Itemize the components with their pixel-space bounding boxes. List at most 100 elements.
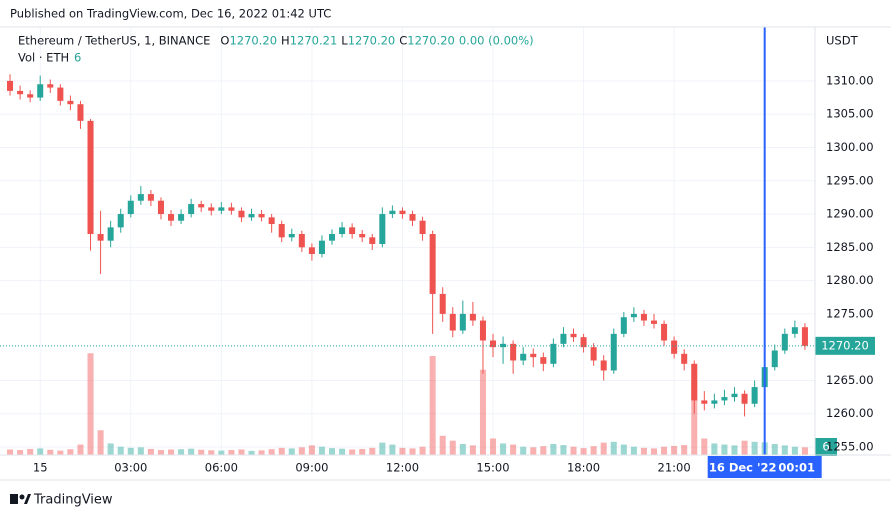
candle-body: [97, 234, 104, 241]
candle-body: [137, 194, 144, 201]
volume-bar: [359, 448, 366, 455]
volume-bar: [298, 447, 305, 455]
candle-body: [741, 393, 748, 404]
candle-body: [47, 84, 54, 88]
volume-bar: [640, 447, 647, 455]
x-tick-label: 06:00: [205, 461, 238, 475]
volume-bar: [500, 443, 507, 455]
y-tick-label: 1280.00: [826, 273, 874, 287]
candle-body: [157, 200, 164, 215]
candle-body: [469, 313, 476, 321]
candle-body: [771, 350, 778, 368]
candle-body: [399, 210, 406, 215]
x-tick-label: 18:00: [567, 461, 600, 475]
volume-bar: [439, 435, 446, 455]
volume-bar: [168, 449, 175, 455]
volume-bar: [349, 449, 356, 455]
candle-body: [188, 204, 195, 215]
candle-body: [117, 214, 124, 228]
y-tick-label: 1275.00: [826, 306, 874, 320]
volume-bar: [379, 442, 386, 455]
change: 0.00 (0.00%): [459, 34, 534, 48]
volume-bar: [188, 448, 195, 455]
ohlc-value: 1270.20: [348, 34, 396, 48]
candle-body: [801, 327, 808, 346]
volume-bar: [278, 447, 285, 455]
volume-bar: [580, 448, 587, 455]
candle-body: [419, 220, 426, 235]
candle-body: [580, 337, 587, 348]
volume-bar: [731, 445, 738, 455]
candle-body: [479, 320, 486, 341]
volume-bar: [117, 446, 124, 455]
y-tick-label: 1310.00: [826, 73, 874, 87]
candle-body: [198, 204, 205, 208]
volume-bar: [671, 445, 678, 455]
candle-body: [610, 333, 617, 371]
volume-bar: [530, 447, 537, 455]
x-tick-label: 03:00: [114, 461, 147, 475]
last-price-label: 1270.20: [821, 338, 869, 352]
candle-body: [329, 234, 336, 241]
candle-body: [731, 393, 738, 398]
ohlc-key: O: [220, 34, 229, 48]
volume-bar: [469, 445, 476, 455]
volume-bar: [419, 446, 426, 455]
volume-bar: [620, 444, 627, 455]
volume-bar: [721, 444, 728, 455]
candle-body: [17, 90, 24, 95]
candle-body: [429, 234, 436, 294]
candle-body: [459, 313, 466, 331]
candle-body: [7, 80, 14, 91]
candle-body: [409, 214, 416, 221]
volume-bar: [711, 443, 718, 455]
candle-body: [359, 234, 366, 238]
volume-bar: [248, 450, 255, 455]
ohlc-key: L: [341, 34, 348, 48]
volume-bar: [57, 450, 64, 455]
candle-body: [620, 317, 627, 334]
volume-bar: [691, 380, 698, 455]
y-tick-label: 1260.00: [826, 406, 874, 420]
last-price-box: [815, 336, 875, 355]
candle-body: [107, 227, 114, 241]
volume-bar: [67, 449, 74, 455]
candle-body: [318, 240, 325, 254]
ohlc-key: H: [281, 34, 290, 48]
volume-bar: [238, 449, 245, 455]
volume-bar: [510, 444, 517, 455]
volume-bar: [681, 445, 688, 455]
volume-bar: [701, 438, 708, 455]
candle-body: [268, 217, 275, 225]
volume-bar: [218, 450, 225, 455]
candle-body: [751, 387, 758, 404]
volume-bar: [409, 448, 416, 455]
volume-bar: [449, 440, 456, 455]
volume-axis-label: 6: [822, 440, 829, 454]
ohlc-key: C: [399, 34, 407, 48]
ohlc-value: 1270.21: [290, 34, 338, 48]
volume-bar: [550, 444, 557, 455]
volume-bar: [97, 430, 104, 455]
candle-body: [560, 333, 567, 344]
crosshair-box: [707, 456, 822, 478]
candle-body: [691, 363, 698, 401]
candle-body: [489, 340, 497, 348]
candle-body: [67, 100, 74, 105]
currency: USDT: [826, 34, 859, 48]
candle-body: [278, 224, 285, 238]
candle-body: [661, 323, 668, 341]
candle-body: [590, 347, 597, 361]
volume-bar: [369, 447, 376, 455]
volume-bar: [107, 443, 114, 455]
volume-bar: [630, 446, 637, 455]
brand: TradingView: [33, 493, 113, 508]
y-tick-label: 1265.00: [826, 373, 874, 387]
volume-bar: [560, 445, 567, 455]
candle-body: [349, 227, 356, 235]
candle-body: [600, 360, 607, 371]
y-tick-label: 1295.00: [826, 173, 874, 187]
y-tick-label: 1300.00: [826, 140, 874, 154]
volume-bar: [47, 449, 54, 455]
candle-body: [510, 343, 517, 361]
